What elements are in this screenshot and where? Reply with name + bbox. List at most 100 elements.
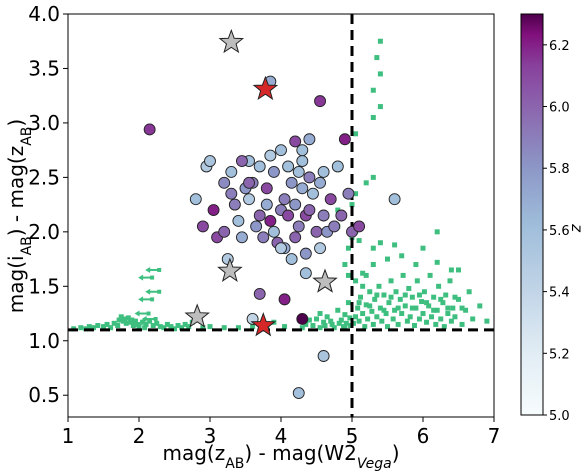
field-point: [448, 267, 454, 273]
field-point: [404, 318, 410, 324]
highlighted-point: [253, 160, 266, 173]
field-point: [388, 278, 394, 284]
field-point: [115, 323, 121, 329]
field-point: [463, 307, 469, 313]
field-point: [182, 321, 188, 327]
field-point: [168, 324, 174, 330]
field-point: [360, 270, 366, 276]
field-point: [342, 325, 348, 331]
field-point: [86, 324, 92, 330]
field-point: [392, 242, 398, 248]
field-point: [356, 238, 362, 244]
limit-arrow: [138, 296, 155, 303]
field-point: [456, 267, 461, 273]
field-point: [376, 283, 382, 289]
field-point: [362, 324, 368, 330]
field-point: [342, 312, 348, 318]
field-point: [306, 317, 312, 323]
field-point: [447, 278, 453, 284]
limit-arrow: [145, 266, 162, 273]
field-point: [385, 324, 390, 330]
field-point: [78, 325, 84, 331]
field-point: [402, 292, 408, 298]
field-point: [353, 191, 359, 197]
field-point: [370, 87, 376, 93]
field-point: [329, 321, 335, 327]
highlighted-point: [296, 313, 309, 325]
field-point: [347, 315, 353, 321]
colorbar: 5.0 5.2 5.4 5.6 5.8 6.0 6.2 z: [520, 13, 584, 424]
highlighted-point: [264, 214, 277, 227]
x-tick-label: 5: [346, 424, 359, 448]
field-point: [406, 285, 412, 291]
field-point: [470, 316, 476, 322]
field-point: [429, 314, 435, 320]
highlighted-point: [289, 198, 302, 211]
field-point: [317, 325, 323, 331]
field-point: [328, 318, 334, 324]
field-point: [377, 38, 383, 44]
field-point: [104, 321, 110, 327]
highlighted-point: [310, 225, 323, 238]
y-tick-label: 1.5: [28, 274, 60, 298]
field-point: [360, 311, 366, 317]
highlighted-point: [314, 176, 326, 189]
field-point: [235, 325, 241, 331]
field-point: [363, 302, 369, 308]
field-point: [221, 325, 227, 331]
highlighted-point: [253, 287, 266, 300]
grey-star: [217, 257, 243, 282]
field-point: [436, 283, 442, 289]
highlighted-point: [232, 214, 245, 227]
highlighted-point: [243, 193, 256, 206]
field-point: [419, 299, 425, 305]
field-point: [420, 311, 426, 317]
highlighted-point: [143, 123, 156, 136]
field-point: [132, 318, 138, 324]
field-point: [370, 262, 376, 268]
colorbar-tick-label: 5.8: [549, 162, 570, 177]
highlighted-point: [282, 209, 295, 222]
highlighted-point: [335, 209, 348, 222]
field-point: [427, 272, 433, 278]
field-point: [370, 245, 376, 251]
field-point: [186, 324, 192, 330]
colorbar-tick-label: 5.4: [549, 286, 570, 301]
arrow-head: [145, 266, 151, 273]
field-point: [338, 317, 344, 323]
highlighted-point: [338, 133, 351, 146]
highlighted-point: [204, 155, 216, 167]
field-point: [179, 325, 185, 331]
highlighted-point: [317, 350, 330, 362]
x-axis-label: mag(zAB) - mag(W2Vega): [162, 441, 399, 472]
field-point: [164, 321, 170, 327]
highlighted-point: [292, 165, 305, 178]
field-point: [331, 325, 337, 331]
field-point: [150, 323, 156, 329]
colorbar-ticks: 5.0 5.2 5.4 5.6 5.8 6.0 6.2: [543, 39, 570, 424]
y-tick-label: 4.0: [28, 2, 60, 26]
highlighted-point: [328, 220, 341, 233]
highlighted-point: [275, 242, 287, 255]
field-point: [448, 318, 454, 324]
field-point: [399, 253, 405, 259]
highlighted-point: [218, 225, 231, 238]
field-point: [122, 316, 128, 322]
field-point: [356, 318, 362, 324]
grey-star: [184, 303, 210, 328]
highlighted-point: [196, 220, 209, 233]
highlighted-points: [143, 75, 401, 399]
field-point: [416, 316, 422, 322]
field-point: [108, 325, 114, 331]
field-point: [407, 314, 413, 320]
y-axis: 0.5 1.0 1.5 2.0 2.5 3.0 3.5 4.0: [28, 2, 68, 407]
field-point: [431, 307, 437, 313]
field-point: [477, 303, 483, 309]
highlighted-point: [218, 176, 231, 189]
arrow-head: [134, 310, 140, 317]
x-tick-label: 7: [488, 424, 501, 448]
field-point: [386, 300, 392, 306]
field-point: [157, 324, 163, 330]
field-point: [345, 300, 351, 306]
